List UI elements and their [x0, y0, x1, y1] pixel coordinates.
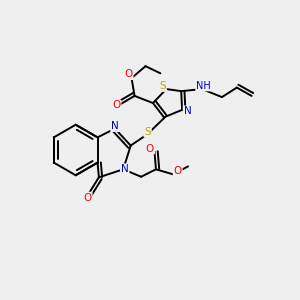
Text: N: N: [111, 121, 119, 131]
Text: O: O: [146, 143, 154, 154]
Text: O: O: [83, 193, 92, 202]
Text: N: N: [184, 106, 191, 116]
Text: O: O: [173, 167, 182, 176]
Text: NH: NH: [196, 80, 211, 91]
Text: S: S: [160, 81, 166, 91]
Text: S: S: [144, 127, 151, 136]
Text: N: N: [121, 164, 129, 174]
Text: O: O: [124, 69, 133, 79]
Text: O: O: [112, 100, 121, 110]
